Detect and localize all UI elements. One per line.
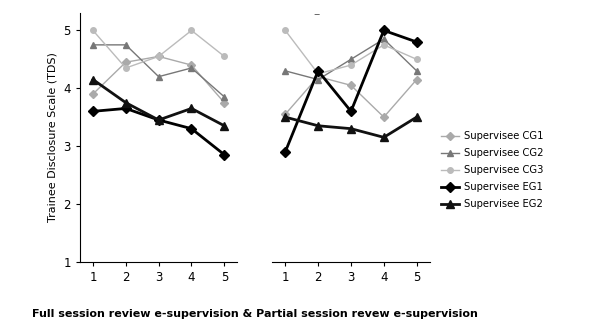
- Text: –: –: [313, 8, 319, 21]
- Text: Full session review e-supervision & Partial session revew e-supervision: Full session review e-supervision & Part…: [32, 309, 478, 319]
- Y-axis label: Trainee Disclosure Scale (TDS): Trainee Disclosure Scale (TDS): [48, 52, 58, 222]
- Legend: Supervisee CG1, Supervisee CG2, Supervisee CG3, Supervisee EG1, Supervisee EG2: Supervisee CG1, Supervisee CG2, Supervis…: [441, 131, 543, 209]
